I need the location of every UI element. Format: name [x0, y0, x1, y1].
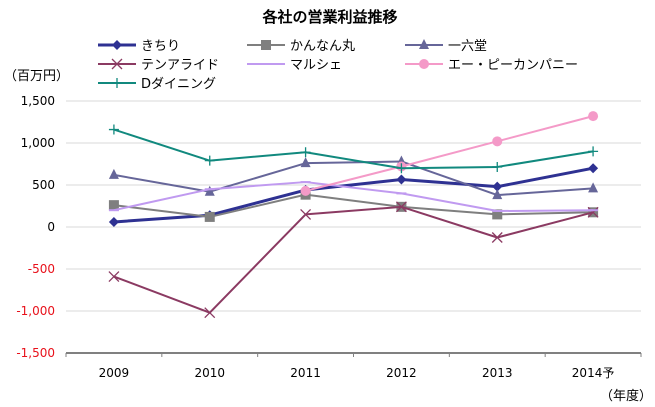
- x-tick-label: 2010: [194, 366, 225, 380]
- legend-label: かんなん丸: [290, 39, 355, 54]
- plus-marker: [588, 146, 599, 157]
- legend-label: きちり: [141, 39, 180, 54]
- y-tick-label: -500: [28, 262, 55, 276]
- plus-marker: [204, 155, 215, 166]
- circle-marker: [419, 59, 429, 69]
- square-marker: [492, 209, 503, 220]
- legend-item: マルシェ: [247, 58, 342, 73]
- square-marker: [108, 200, 119, 211]
- chart-title: 各社の営業利益推移: [261, 8, 397, 26]
- circle-marker: [492, 136, 503, 147]
- series-Dダイニング: [108, 124, 599, 174]
- x-marker: [491, 232, 503, 243]
- series-line: [113, 160, 594, 197]
- circle-marker: [588, 111, 599, 122]
- circle-marker: [300, 185, 311, 196]
- legend-label: 一六堂: [448, 39, 487, 54]
- series-line: [305, 115, 594, 192]
- triangle-marker: [492, 189, 503, 200]
- legend-item: かんなん丸: [247, 39, 355, 54]
- x-marker: [204, 307, 216, 319]
- x-tick-label: 2013: [482, 366, 513, 380]
- x-marker: [300, 208, 312, 220]
- series-エー・ピーカンパニー: [300, 111, 599, 196]
- diamond-marker: [492, 181, 503, 192]
- series-line: [113, 205, 594, 314]
- x-marker: [587, 206, 599, 218]
- plus-marker: [300, 147, 311, 158]
- legend-item: エー・ピーカンパニー: [405, 58, 578, 73]
- legend-label: エー・ピーカンパニー: [448, 58, 578, 73]
- y-tick-label: -1,500: [16, 346, 55, 360]
- diamond-marker: [112, 40, 122, 50]
- diamond-marker: [396, 174, 407, 185]
- plus-marker: [108, 124, 119, 135]
- diamond-marker: [588, 163, 599, 174]
- legend-label: テンアライド: [141, 58, 219, 73]
- gridlines: [66, 100, 641, 312]
- series-line: [113, 166, 594, 224]
- legend-item: テンアライド: [98, 58, 219, 73]
- x-tick-label: 2009: [99, 366, 130, 380]
- y-axis-unit-label: （百万円）: [4, 69, 69, 84]
- square-marker: [261, 40, 271, 50]
- y-axis-ticks: 1,500 1,000 500 0 -500 -1,000 -1,500: [16, 94, 55, 360]
- triangle-marker: [108, 168, 119, 179]
- x-tick-label: 2012: [386, 366, 417, 380]
- legend-item: 一六堂: [405, 39, 487, 54]
- triangle-marker: [300, 157, 311, 168]
- x-tick-label: 2011: [290, 366, 321, 380]
- legend-item: Dダイニング: [98, 77, 216, 92]
- y-tick-label: 500: [32, 178, 55, 192]
- x-tick-label: 2014予: [572, 366, 615, 380]
- triangle-marker: [204, 185, 215, 196]
- series-テンアライド: [108, 201, 599, 319]
- y-tick-label: -1,000: [16, 304, 55, 318]
- x-marker: [108, 271, 120, 283]
- y-tick-label: 1,000: [21, 136, 55, 150]
- plus-marker: [396, 163, 407, 174]
- y-tick-label: 0: [47, 220, 55, 234]
- series-lines: [108, 111, 599, 319]
- series-line: [113, 128, 594, 170]
- triangle-marker: [588, 182, 599, 193]
- plus-marker: [492, 161, 503, 172]
- x-marker: [395, 201, 407, 213]
- series-line: [113, 193, 594, 218]
- series-マルシェ: [108, 181, 599, 213]
- square-marker: [204, 211, 215, 222]
- x-axis-unit-label: （年度）: [600, 388, 652, 404]
- legend-label: Dダイニング: [141, 77, 216, 92]
- diamond-marker: [108, 216, 119, 227]
- x-axis: 2009 2010 2011 2012 2013 2014予: [65, 352, 642, 380]
- triangle-marker: [419, 39, 429, 49]
- series-line: [113, 181, 594, 213]
- legend-item: きちり: [98, 39, 180, 54]
- x-marker: [111, 58, 123, 70]
- legend-label: マルシェ: [290, 58, 342, 73]
- plus-marker: [112, 78, 122, 88]
- y-tick-label: 1,500: [21, 94, 55, 108]
